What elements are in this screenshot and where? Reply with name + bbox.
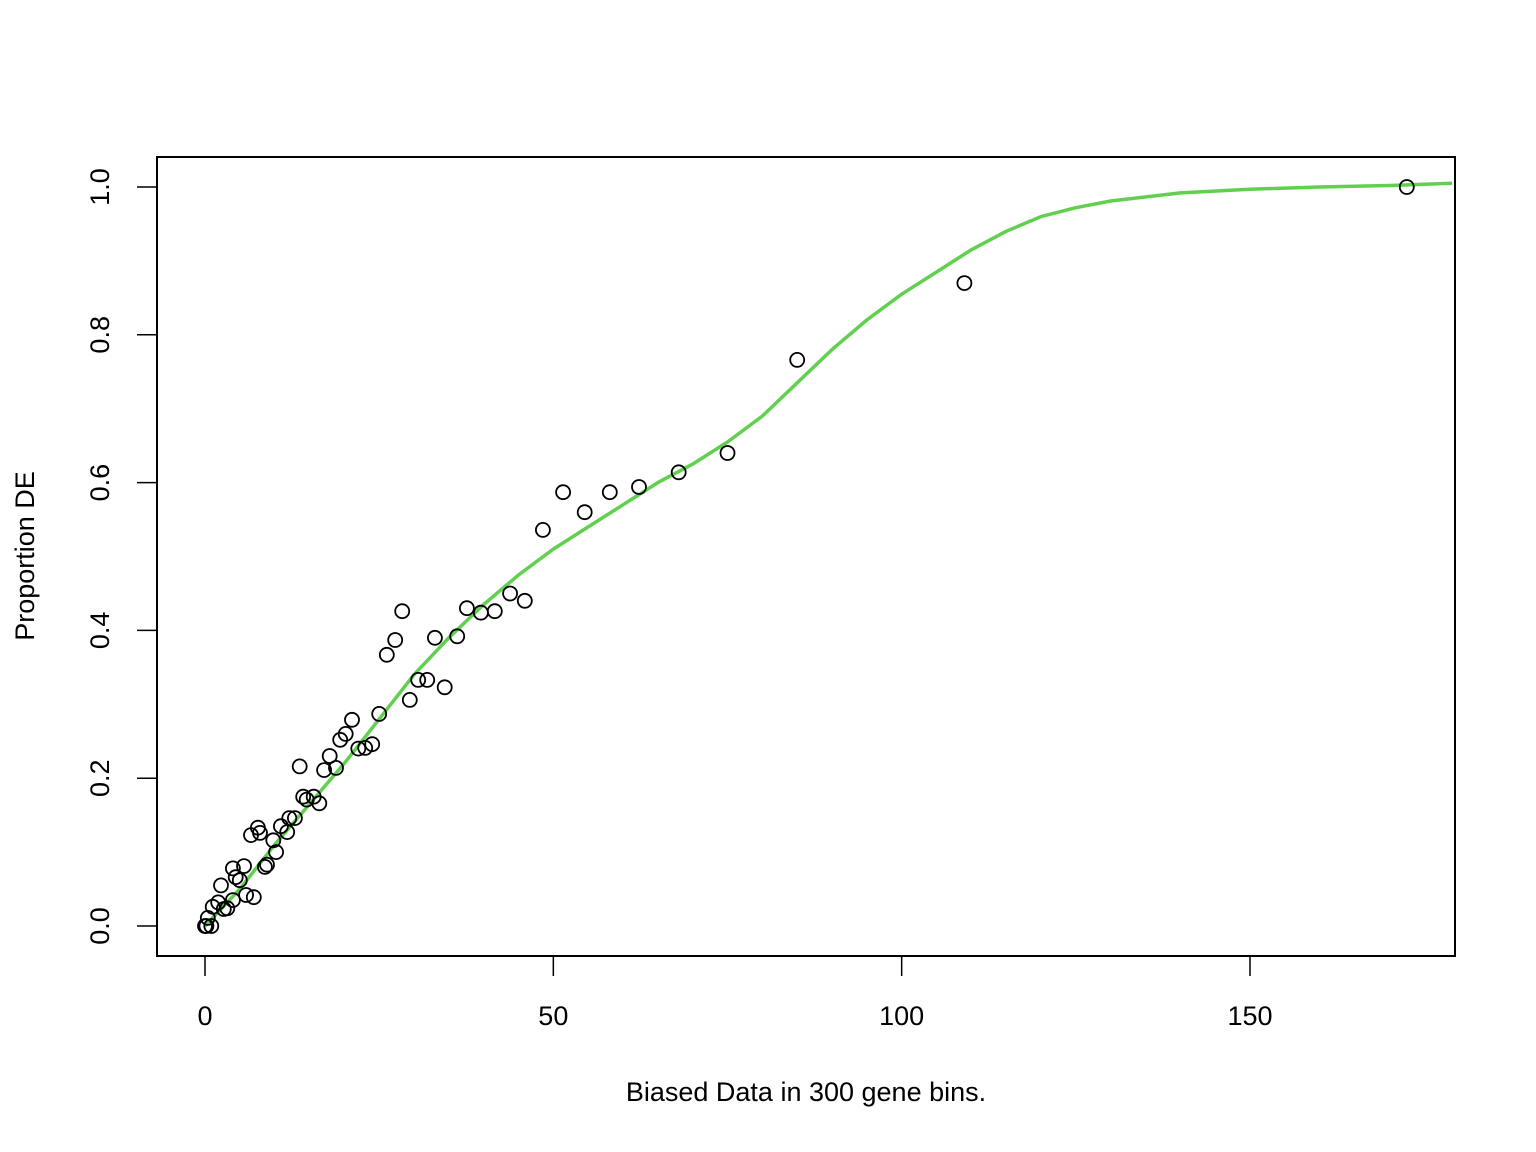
y-tick-label: 0.8 <box>85 316 115 354</box>
data-point <box>259 856 275 873</box>
data-point <box>719 445 736 461</box>
data-point <box>245 889 262 906</box>
data-point <box>387 632 404 648</box>
data-points <box>197 179 1415 934</box>
data-point <box>956 275 973 292</box>
data-point <box>238 887 255 903</box>
data-point <box>321 748 338 764</box>
data-point <box>213 877 229 894</box>
data-point <box>231 872 248 889</box>
y-tick-label: 0.2 <box>85 759 115 797</box>
data-point <box>516 592 533 609</box>
fitted-curve <box>203 181 1453 928</box>
data-point <box>1398 179 1415 195</box>
data-point <box>449 628 466 645</box>
x-tick-label: 50 <box>538 1001 568 1031</box>
y-tick-label: 0.4 <box>85 612 115 650</box>
plot-area-frame <box>156 156 1456 957</box>
data-point <box>256 859 273 875</box>
data-point <box>337 726 354 742</box>
data-point <box>316 762 333 778</box>
data-point <box>281 810 298 826</box>
data-point <box>670 464 687 481</box>
data-point <box>203 918 220 934</box>
x-tick-label: 100 <box>879 1001 924 1031</box>
data-point <box>410 672 427 688</box>
x-tick-label: 150 <box>1227 1001 1272 1031</box>
data-point <box>419 672 436 688</box>
y-tick-label: 0.0 <box>85 907 115 945</box>
x-tick-label: 0 <box>197 1001 212 1031</box>
data-point <box>219 900 236 917</box>
data-point <box>350 740 367 757</box>
data-point <box>236 858 252 874</box>
y-tick-label: 1.0 <box>85 168 115 206</box>
y-tick-label: 0.6 <box>85 464 115 502</box>
x-axis: 0 50 100 150 <box>197 956 1273 1031</box>
data-point <box>426 629 443 646</box>
data-point <box>401 692 418 708</box>
data-point <box>502 585 519 602</box>
data-point <box>265 832 282 849</box>
data-point <box>328 760 344 776</box>
data-point <box>295 788 312 805</box>
fit-curve-path <box>203 181 1453 928</box>
data-point <box>436 679 453 696</box>
data-point <box>458 600 475 617</box>
data-point <box>311 795 328 812</box>
data-point <box>224 892 241 908</box>
data-point <box>364 736 381 753</box>
x-axis-title: Biased Data in 300 gene bins. <box>626 1077 986 1107</box>
data-point <box>486 603 503 620</box>
data-point <box>378 646 395 663</box>
data-point <box>555 484 571 501</box>
data-point <box>576 504 593 521</box>
data-point <box>198 918 215 934</box>
data-point <box>535 522 551 538</box>
data-point <box>601 484 618 501</box>
data-point <box>332 731 349 748</box>
y-axis: 0.0 0.2 0.4 0.6 0.8 1.0 <box>85 168 157 945</box>
y-axis-title: Proportion DE <box>10 471 40 641</box>
data-point <box>789 351 806 368</box>
data-point <box>631 479 647 495</box>
data-point <box>224 860 241 877</box>
data-point <box>252 825 268 841</box>
data-point <box>268 844 285 860</box>
data-point <box>371 706 388 722</box>
data-point <box>286 810 303 826</box>
data-point <box>291 758 308 775</box>
data-point <box>394 603 411 620</box>
data-point <box>227 869 244 886</box>
data-point <box>344 711 360 728</box>
